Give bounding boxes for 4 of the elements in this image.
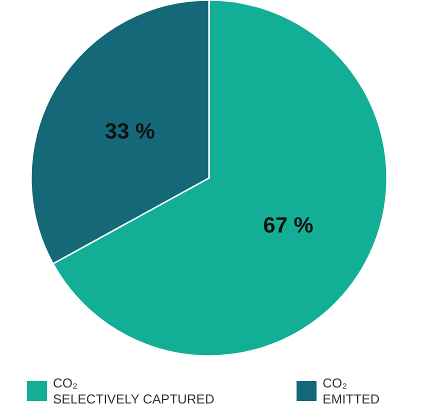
legend-label: CO₂ SELECTIVELY CAPTURED xyxy=(53,376,214,406)
data-label: 33 % xyxy=(104,118,155,144)
legend-label: CO₂ EMITTED xyxy=(322,376,380,406)
data-label: 67 % xyxy=(263,212,314,238)
